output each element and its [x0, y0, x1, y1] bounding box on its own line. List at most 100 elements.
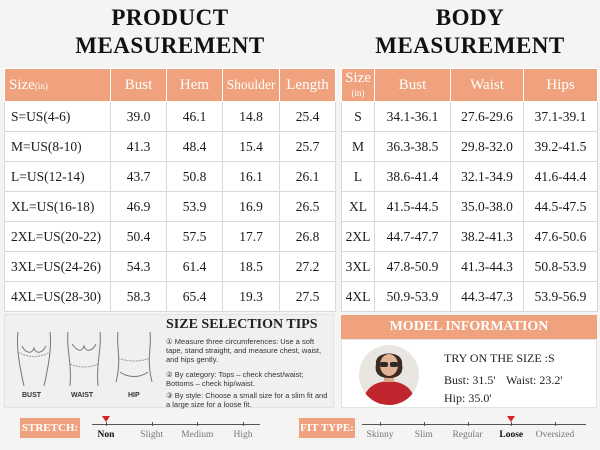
table-cell: 41.3-44.3: [450, 251, 524, 282]
table-cell: 47.8-50.9: [374, 251, 451, 282]
table-row: 2XL 44.7-47.7 38.2-41.3 47.6-50.6: [341, 221, 598, 252]
table-cell: 15.4: [222, 131, 280, 162]
product-title-line1: PRODUCT: [111, 5, 229, 30]
fit-scale-line: [362, 424, 586, 425]
table-row: 4XL 50.9-53.9 44.3-47.3 53.9-56.9: [341, 281, 598, 312]
table-row: L 38.6-41.4 32.1-34.9 41.6-44.4: [341, 161, 598, 192]
waist-figure-icon: [67, 331, 101, 387]
table-cell: 16.1: [222, 161, 280, 192]
table-cell: M=US(8-10): [4, 131, 111, 162]
model-hip: Hip: 35.0': [444, 391, 492, 405]
hip-figure-icon: [115, 331, 153, 383]
scale-option-label: Oversized: [535, 430, 575, 440]
table-cell: 47.6-50.6: [523, 221, 598, 252]
scale-option-label: High: [233, 430, 253, 440]
body-measurement-title: BODY MEASUREMENT: [340, 4, 600, 60]
table-cell: 43.7: [110, 161, 167, 192]
table-cell: 53.9-56.9: [523, 281, 598, 312]
table-cell: 2XL=US(20-22): [4, 221, 111, 252]
model-try-on-size: TRY ON THE SIZE :S: [444, 351, 555, 365]
scale-option-label: Skinny: [366, 430, 394, 440]
table-cell: 50.4: [110, 221, 167, 252]
stretch-label: STRETCH:: [20, 418, 80, 438]
size-tips-panel: [4, 314, 334, 408]
model-waist: Waist: 23.2': [506, 373, 563, 387]
table-cell: 37.1-39.1: [523, 101, 598, 132]
table-cell: L=US(12-14): [4, 161, 111, 192]
table-cell: 50.8-53.9: [523, 251, 598, 282]
table-cell: 39.2-41.5: [523, 131, 598, 162]
tip-item: ② By category: Tops – check chest/waist;…: [166, 370, 304, 388]
table-row: XL=US(16-18) 46.9 53.9 16.9 26.5: [4, 191, 336, 222]
scale-tick: [243, 422, 244, 426]
table-cell: 41.5-44.5: [374, 191, 451, 222]
table-row: XL 41.5-44.5 35.0-38.0 44.5-47.5: [341, 191, 598, 222]
table-cell: S: [341, 101, 375, 132]
table-cell: L: [341, 161, 375, 192]
stretch-scale-line: [92, 424, 260, 425]
table-cell: 3XL: [341, 251, 375, 282]
table-cell: XL: [341, 191, 375, 222]
model-info-header: MODEL INFORMATION: [341, 315, 597, 339]
selected-marker-icon: [102, 416, 110, 422]
table-cell: 27.2: [279, 251, 336, 282]
table-row: 3XL 47.8-50.9 41.3-44.3 50.8-53.9: [341, 251, 598, 282]
table-cell: 44.5-47.5: [523, 191, 598, 222]
table-cell: 36.3-38.5: [374, 131, 451, 162]
body-header-bust: Bust: [374, 68, 451, 102]
scale-option-label: Slight: [140, 430, 164, 440]
table-cell: 58.3: [110, 281, 167, 312]
scale-option-label: Non: [97, 430, 115, 440]
table-cell: 4XL: [341, 281, 375, 312]
scale-option-label: Loose: [499, 430, 524, 440]
table-cell: 27.5: [279, 281, 336, 312]
table-cell: 14.8: [222, 101, 280, 132]
table-cell: M: [341, 131, 375, 162]
scale-tick: [467, 422, 469, 426]
body-figures-illustration: [17, 331, 153, 387]
table-cell: 32.1-34.9: [450, 161, 524, 192]
product-measurement-title: PRODUCT MEASUREMENT: [0, 4, 340, 60]
table-cell: 48.4: [166, 131, 223, 162]
table-cell: 46.1: [166, 101, 223, 132]
scale-tick: [380, 422, 381, 426]
product-title-line2: MEASUREMENT: [75, 33, 265, 58]
table-cell: 25.7: [279, 131, 336, 162]
table-cell: 57.5: [166, 221, 223, 252]
size-tips-title: SIZE SELECTION TIPS: [166, 317, 318, 332]
table-cell: 35.0-38.0: [450, 191, 524, 222]
body-header-size: Size (in): [341, 68, 375, 102]
table-cell: 16.9: [222, 191, 280, 222]
product-header-length: Length: [279, 68, 336, 102]
table-cell: 4XL=US(28-30): [4, 281, 111, 312]
table-row: 2XL=US(20-22) 50.4 57.5 17.7 26.8: [4, 221, 336, 252]
product-header-shoulder: Shoulder: [222, 68, 280, 102]
product-header-row: Size(in) Bust Hem Shoulder Length: [4, 68, 336, 102]
table-row: M=US(8-10) 41.3 48.4 15.4 25.7: [4, 131, 336, 162]
model-photo: [359, 345, 419, 405]
scale-tick: [197, 422, 199, 426]
table-cell: 61.4: [166, 251, 223, 282]
table-row: S=US(4-6) 39.0 46.1 14.8 25.4: [4, 101, 336, 132]
selected-marker-icon: [507, 416, 516, 422]
product-header-size: Size(in): [4, 68, 111, 102]
table-row: S 34.1-36.1 27.6-29.6 37.1-39.1: [341, 101, 598, 132]
table-cell: 26.1: [279, 161, 336, 192]
scale-tick: [511, 422, 513, 426]
table-cell: 50.9-53.9: [374, 281, 451, 312]
product-header-bust: Bust: [110, 68, 167, 102]
table-cell: 44.3-47.3: [450, 281, 524, 312]
bust-figure-icon: [17, 331, 51, 387]
table-cell: 26.8: [279, 221, 336, 252]
table-cell: 18.5: [222, 251, 280, 282]
table-cell: 65.4: [166, 281, 223, 312]
table-cell: 41.3: [110, 131, 167, 162]
scale-tick: [423, 422, 425, 426]
table-cell: S=US(4-6): [4, 101, 111, 132]
table-cell: 26.5: [279, 191, 336, 222]
tip-item: ③ By style: Choose a small size for a sl…: [166, 391, 328, 409]
table-row: L=US(12-14) 43.7 50.8 16.1 26.1: [4, 161, 336, 192]
tip-item: ① Measure three circumferences: Use a so…: [166, 337, 322, 364]
scale-option-label: Slim: [414, 430, 433, 440]
scale-option-label: Regular: [452, 430, 483, 440]
